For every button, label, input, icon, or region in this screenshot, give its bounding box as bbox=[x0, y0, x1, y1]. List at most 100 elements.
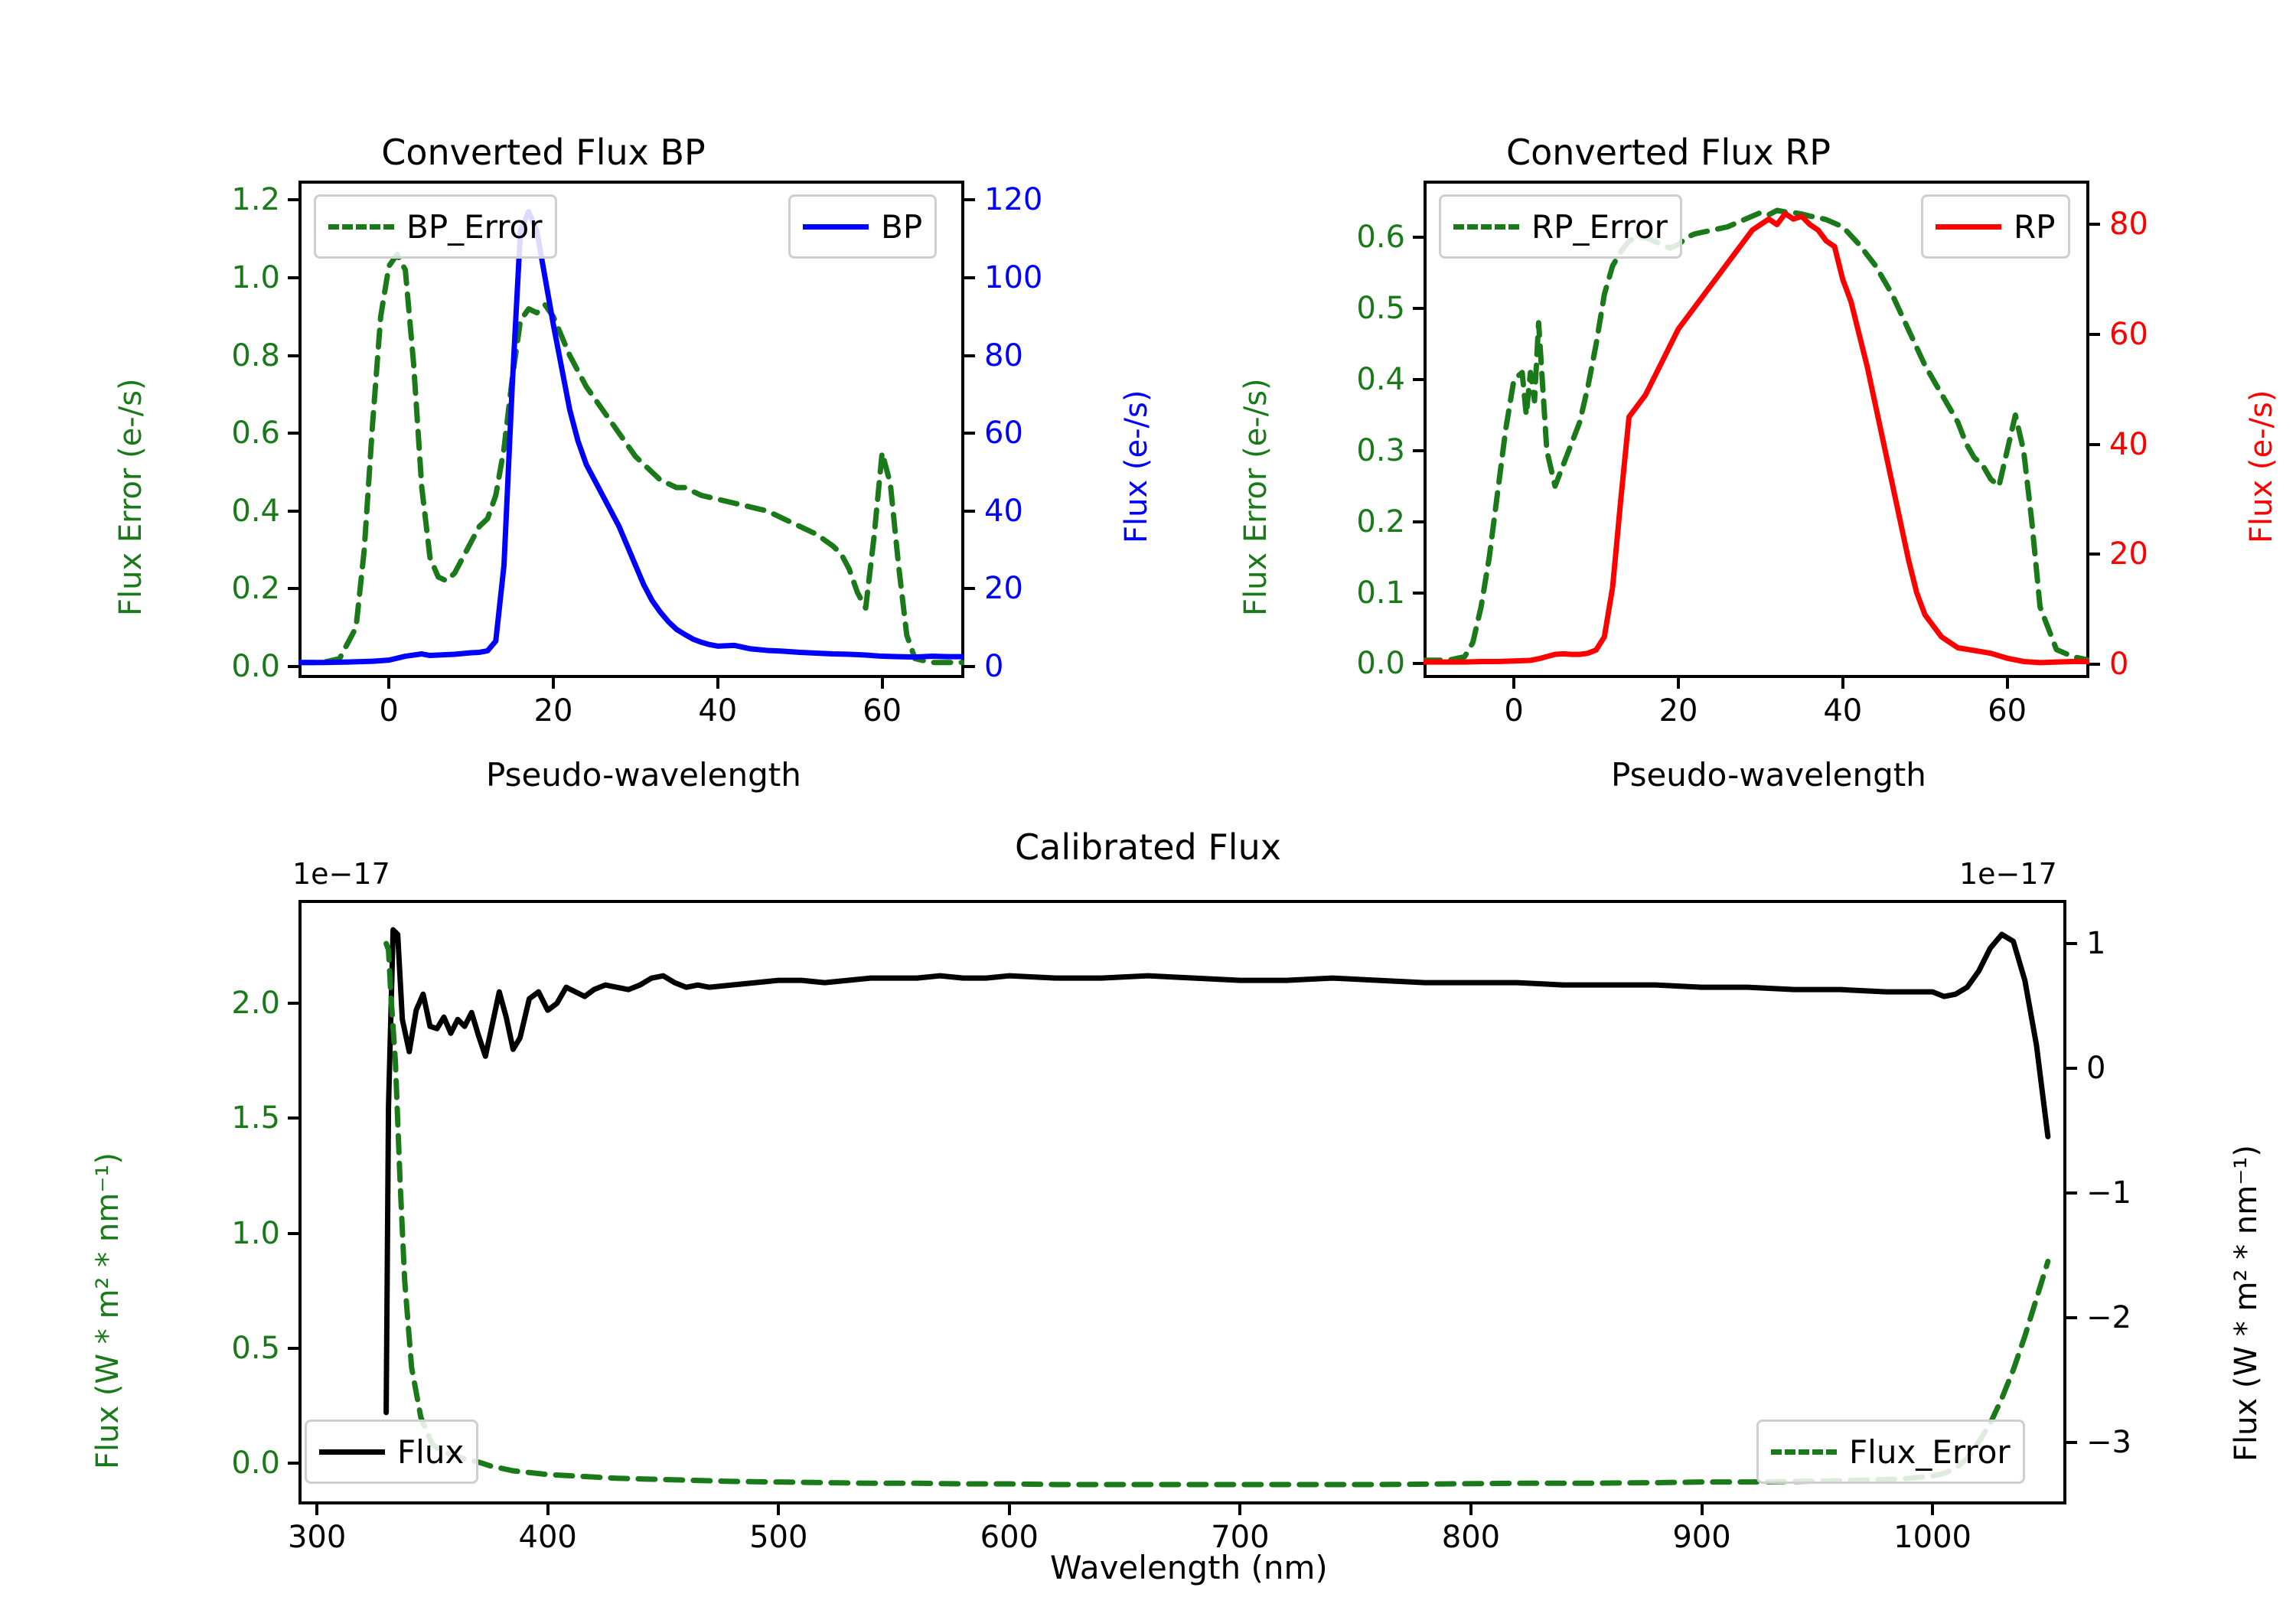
y-tick-mark-right bbox=[2066, 1191, 2077, 1195]
y-tick-mark-right bbox=[964, 432, 975, 435]
y-tick-label-left: 0.5 bbox=[231, 1330, 280, 1366]
legend-flux[interactable]: Flux bbox=[305, 1420, 479, 1484]
y-tick-mark-left bbox=[288, 432, 298, 435]
y-tick-mark-left bbox=[288, 354, 298, 357]
y-tick-mark-left bbox=[288, 1231, 298, 1235]
x-tick-label: 20 bbox=[533, 693, 573, 729]
legend-label-flux-error: Flux_Error bbox=[1849, 1433, 2011, 1471]
y-tick-mark-left bbox=[1413, 520, 1424, 523]
y-tick-mark-right bbox=[2089, 333, 2100, 337]
x-tick-mark bbox=[1512, 678, 1516, 689]
y-tick-mark-right bbox=[2066, 942, 2077, 945]
legend-label-flux: Flux bbox=[397, 1433, 465, 1471]
y-tick-label-left: 1.2 bbox=[231, 182, 280, 218]
legend-bp[interactable]: BP bbox=[788, 194, 938, 259]
legend-line-bp bbox=[803, 223, 869, 230]
y-tick-label-right: 20 bbox=[984, 571, 1023, 607]
y-tick-mark-right bbox=[2089, 663, 2100, 667]
x-tick-mark bbox=[1676, 678, 1680, 689]
x-tick-mark bbox=[1841, 678, 1844, 689]
xlabel-bp: Pseudo-wavelength bbox=[486, 756, 801, 794]
x-tick-mark bbox=[2005, 678, 2009, 689]
x-tick-mark bbox=[716, 678, 719, 689]
y-tick-mark-left bbox=[1413, 307, 1424, 311]
x-tick-label: 0 bbox=[1504, 693, 1524, 729]
y-tick-label-left: 0.5 bbox=[1356, 291, 1405, 327]
xlabel-rp: Pseudo-wavelength bbox=[1611, 756, 1926, 794]
y-tick-label-right: 60 bbox=[984, 416, 1023, 451]
series-rp bbox=[1424, 210, 2089, 666]
y-tick-mark-left bbox=[1413, 448, 1424, 452]
y-tick-label-left: 0.0 bbox=[1356, 646, 1405, 682]
y-tick-label-right: 100 bbox=[984, 259, 1043, 295]
y-tick-label-right: 40 bbox=[984, 493, 1023, 529]
y-tick-mark-left bbox=[1413, 236, 1424, 240]
legend-bp-error[interactable]: BP_Error bbox=[314, 194, 557, 259]
y-tick-label-right: 80 bbox=[984, 337, 1023, 373]
series-bp_error bbox=[298, 251, 964, 666]
panel-title-bp: Converted Flux BP bbox=[381, 132, 706, 173]
ylabel-left-calibrated: Flux (W * m² * nm⁻¹) bbox=[90, 1152, 126, 1469]
y-tick-label-right: 0 bbox=[2109, 647, 2129, 683]
legend-rp[interactable]: RP bbox=[1921, 194, 2070, 259]
xlabel-calibrated: Wavelength (nm) bbox=[1050, 1549, 1328, 1586]
legend-line-flux-error bbox=[1771, 1449, 1837, 1455]
y-tick-mark-right bbox=[964, 275, 975, 279]
y-tick-mark-left bbox=[288, 1002, 298, 1006]
y-tick-mark-left bbox=[288, 198, 298, 202]
plot-curves-bp bbox=[298, 209, 964, 666]
y-tick-mark-right bbox=[964, 587, 975, 591]
panel-title-calibrated: Calibrated Flux bbox=[1015, 826, 1281, 868]
y-tick-mark-right bbox=[964, 354, 975, 357]
panel-converted-flux-rp: Converted Flux RP Flux Error (e-/s) Flux… bbox=[1133, 115, 2296, 819]
x-tick-label: 1000 bbox=[1893, 1520, 1971, 1555]
legend-rp-error[interactable]: RP_Error bbox=[1439, 194, 1682, 259]
y-tick-mark-right bbox=[964, 509, 975, 513]
y-tick-label-left: 2.0 bbox=[231, 986, 280, 1022]
legend-flux-error[interactable]: Flux_Error bbox=[1756, 1420, 2025, 1484]
ylabel-right-rp: Flux (e-/s) bbox=[2244, 390, 2279, 543]
x-tick-label: 20 bbox=[1658, 693, 1698, 729]
y-tick-label-right: 80 bbox=[2109, 207, 2148, 243]
x-tick-label: 40 bbox=[698, 693, 738, 729]
y-tick-mark-left bbox=[288, 1346, 298, 1350]
y-tick-label-right: 0 bbox=[2086, 1050, 2106, 1086]
y-tick-label-right: 40 bbox=[2109, 426, 2148, 462]
y-tick-label-left: 0.1 bbox=[1356, 575, 1405, 611]
y-tick-label-left: 1.0 bbox=[231, 259, 280, 295]
x-tick-mark bbox=[1931, 1504, 1935, 1515]
y-tick-label-right: 20 bbox=[2109, 536, 2148, 572]
x-tick-label: 900 bbox=[1672, 1520, 1731, 1555]
y-tick-label-left: 0.6 bbox=[231, 416, 280, 451]
y-tick-mark-left bbox=[288, 664, 298, 668]
x-tick-label: 800 bbox=[1441, 1520, 1501, 1555]
x-tick-mark bbox=[880, 678, 884, 689]
offset-label-left: 1e−17 bbox=[292, 857, 390, 891]
plot-curves-rp bbox=[1424, 207, 2089, 666]
y-tick-mark-left bbox=[288, 587, 298, 591]
y-tick-mark-left bbox=[1413, 378, 1424, 381]
plot-curves-calibrated bbox=[383, 927, 2051, 1488]
y-tick-mark-left bbox=[288, 1116, 298, 1120]
x-tick-mark bbox=[1469, 1504, 1473, 1515]
y-tick-label-right: 120 bbox=[984, 182, 1043, 218]
y-tick-label-left: 0.0 bbox=[231, 648, 280, 684]
y-tick-label-left: 0.2 bbox=[231, 571, 280, 607]
panel-converted-flux-bp: Converted Flux BP Flux Error (e-/s) Flux… bbox=[0, 115, 1154, 819]
y-tick-mark-left bbox=[1413, 591, 1424, 595]
y-tick-label-right: −3 bbox=[2086, 1424, 2131, 1460]
y-tick-label-right: 0 bbox=[984, 648, 1004, 684]
x-tick-label: 600 bbox=[980, 1520, 1039, 1555]
y-tick-mark-right bbox=[2066, 1315, 2077, 1319]
y-tick-mark-right bbox=[964, 664, 975, 668]
y-tick-mark-right bbox=[2089, 442, 2100, 446]
panel-title-rp: Converted Flux RP bbox=[1506, 132, 1831, 173]
y-tick-label-left: 1.5 bbox=[231, 1100, 280, 1136]
y-tick-label-left: 0.6 bbox=[1356, 220, 1405, 256]
x-tick-label: 60 bbox=[1988, 693, 2027, 729]
x-tick-label: 400 bbox=[518, 1520, 577, 1555]
y-tick-mark-right bbox=[2066, 1066, 2077, 1070]
x-tick-label: 40 bbox=[1823, 693, 1863, 729]
legend-label-rp: RP bbox=[2014, 207, 2056, 246]
